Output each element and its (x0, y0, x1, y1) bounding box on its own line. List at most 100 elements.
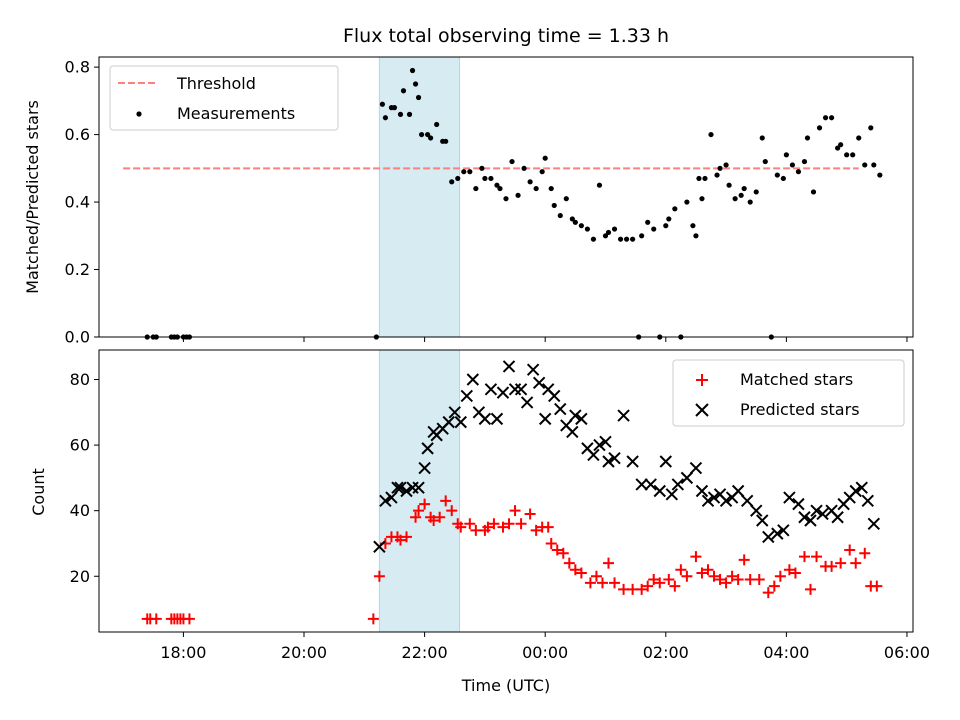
measurement-point (753, 189, 759, 195)
matched-star-point (590, 570, 602, 582)
measurement-point (774, 172, 780, 178)
matched-star-point (497, 521, 509, 533)
predicted-star-point (659, 455, 672, 468)
legend-predicted-label: Predicted stars (740, 400, 860, 419)
predicted-star-point (798, 511, 811, 524)
measurement-point (455, 175, 461, 182)
measurement-point (409, 67, 416, 74)
predicted-star-point (391, 481, 404, 494)
predicted-star-point (635, 478, 648, 491)
predicted-star-point (756, 514, 769, 527)
matched-star-point (789, 567, 801, 579)
predicted-star-point (617, 409, 630, 422)
matched-star-point (150, 613, 162, 625)
bottom-y-tick-label: 40 (70, 501, 90, 520)
top-y-axis-label: Matched/Predicted stars (23, 100, 42, 294)
predicted-star-point (750, 504, 763, 517)
measurement-point (835, 145, 841, 151)
matched-star-point (394, 534, 406, 546)
predicted-star-point (418, 461, 431, 475)
predicted-star-point (695, 484, 709, 498)
measurement-point (747, 199, 753, 205)
predicted-star-point (653, 484, 666, 498)
measurement-point (617, 236, 624, 242)
predicted-star-point (626, 455, 639, 468)
x-tick-label: 06:00 (884, 643, 930, 662)
measurement-point (738, 192, 744, 198)
matched-star-point (557, 547, 569, 559)
measurement-point (877, 172, 883, 178)
measurement-point (503, 196, 509, 202)
predicted-star-point (587, 448, 600, 462)
predicted-star-point (849, 484, 862, 498)
measurement-point (804, 135, 811, 141)
measurement-point (780, 175, 786, 182)
matched-star-point (648, 574, 660, 586)
matched-star-point (654, 577, 666, 589)
matched-star-point (413, 505, 425, 517)
predicted-star-point (816, 507, 829, 521)
measurement-point (473, 185, 479, 192)
legend-measurements-label: Measurements (177, 104, 295, 123)
measurement-point (584, 226, 591, 232)
measurement-point (515, 192, 521, 198)
predicted-star-point (569, 409, 582, 422)
predicted-star-point (520, 396, 534, 409)
measurement-point (639, 233, 645, 239)
top-y-tick-label: 0.4 (65, 193, 90, 212)
matched-star-point (569, 564, 581, 576)
measurement-point (666, 216, 672, 222)
measurement-point (693, 233, 699, 239)
matched-star-point (636, 583, 648, 595)
legend-matched-label: Matched stars (740, 370, 853, 389)
measurement-point (862, 162, 868, 168)
matched-star-point (446, 505, 458, 517)
measurement-point (425, 131, 431, 138)
bottom-legend: Matched stars Predicted stars (672, 359, 905, 427)
measurement-point (443, 138, 449, 144)
predicted-star-point (665, 488, 679, 501)
predicted-star-point (502, 360, 516, 373)
predicted-star-point (762, 530, 775, 544)
measurement-point (494, 182, 500, 188)
predicted-star-point (575, 412, 588, 426)
predicted-star-point (680, 471, 694, 485)
matched-star-point (844, 544, 856, 556)
matched-star-point (410, 511, 422, 523)
measurement-point (672, 206, 678, 212)
predicted-star-point (792, 497, 805, 511)
matched-star-point (642, 580, 654, 592)
measurement-point (578, 223, 584, 229)
measurement-point (850, 152, 856, 158)
predicted-star-point (379, 494, 392, 508)
matched-star-point (575, 567, 587, 579)
predicted-star-point (831, 511, 844, 524)
measurement-point (699, 196, 705, 202)
predicted-star-point (861, 494, 874, 508)
measurement-point (527, 179, 533, 185)
measurement-point (868, 125, 874, 131)
predicted-star-point (707, 491, 721, 504)
bottom-y-tick-label: 20 (70, 567, 90, 586)
predicted-star-point (442, 415, 455, 429)
measurement-point (509, 158, 515, 165)
measurement-point (663, 223, 669, 229)
predicted-star-point (373, 540, 386, 553)
measurement-point (569, 216, 575, 222)
matched-star-point (696, 567, 708, 579)
legend-threshold-label: Threshold (176, 74, 256, 93)
measurement-point (449, 179, 455, 185)
predicted-star-point (804, 514, 817, 527)
matched-star-point (714, 574, 726, 586)
measurement-point (623, 236, 630, 242)
legend-matched-swatch (696, 374, 708, 386)
matched-star-point (702, 564, 714, 576)
x-tick-label: 02:00 (643, 643, 689, 662)
measurement-point (563, 196, 569, 202)
bottom-shaded-region (378, 349, 461, 633)
measurement-point (521, 165, 527, 171)
top-y-ticks: 0.0 0.2 0.4 0.6 0.8 (65, 58, 99, 347)
measurement-point (428, 135, 434, 141)
measurement-point (572, 219, 578, 225)
